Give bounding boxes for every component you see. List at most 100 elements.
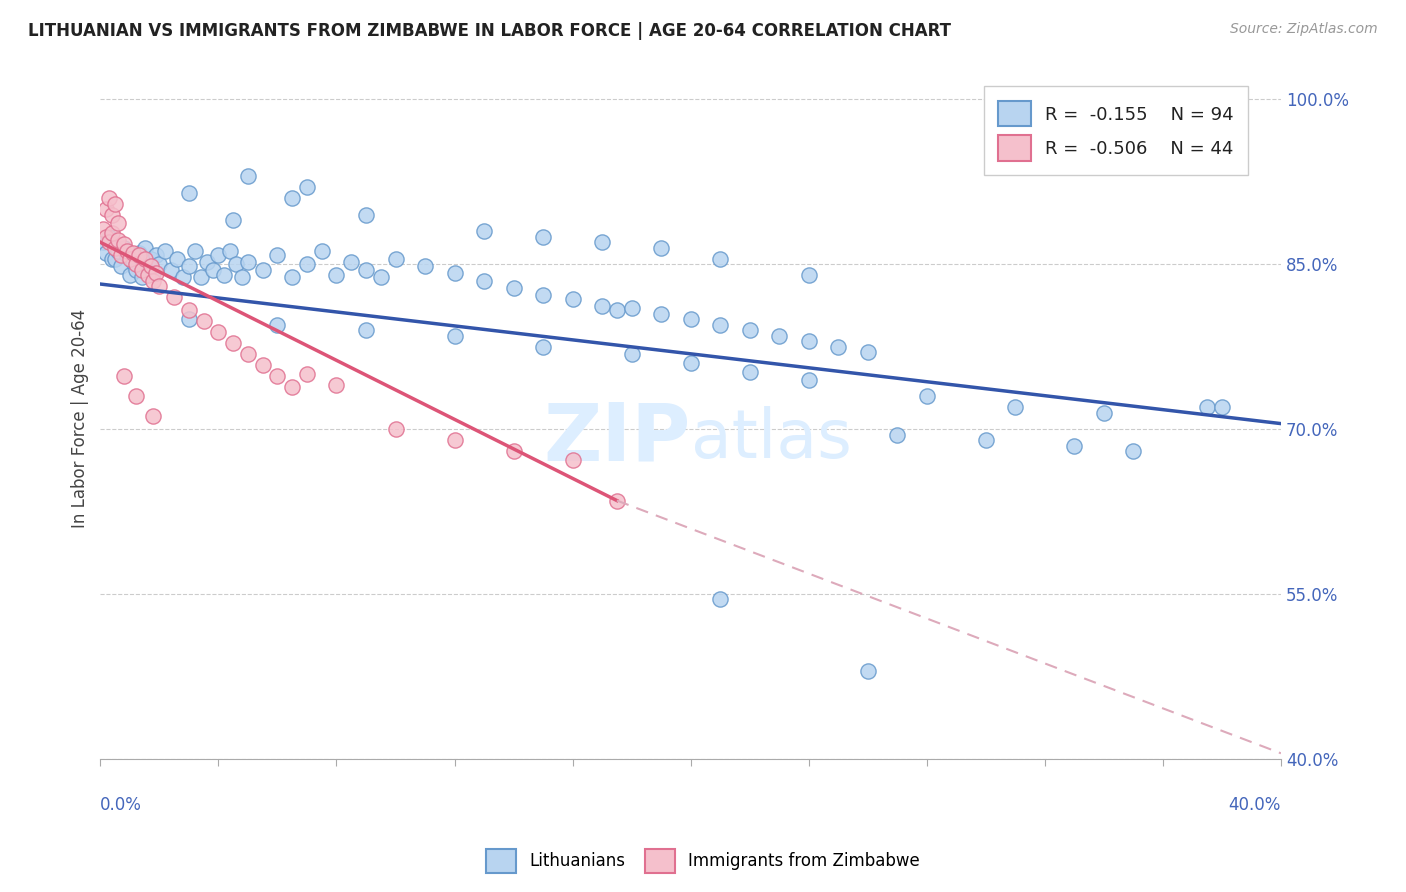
Point [606,493,628,508]
Point [136,260,159,274]
Point [354,323,377,337]
Point [295,367,318,381]
Point [134,252,156,266]
Point [225,257,247,271]
Point [110,248,132,262]
Point [148,257,170,271]
Point [190,270,212,285]
Point [195,255,218,269]
Point [115,244,138,258]
Point [679,356,702,370]
Point [650,241,672,255]
Legend: Lithuanians, Immigrants from Zimbabwe: Lithuanians, Immigrants from Zimbabwe [479,842,927,880]
Point [561,453,583,467]
Point [709,318,731,332]
Point [443,433,465,447]
Point [163,290,186,304]
Point [193,314,215,328]
Point [236,347,259,361]
Point [1063,439,1085,453]
Point [443,328,465,343]
Point [96,229,118,244]
Point [1122,444,1144,458]
Point [142,274,165,288]
Point [295,257,318,271]
Point [236,169,259,184]
Point [145,248,167,262]
Point [252,359,274,373]
Point [606,303,628,318]
Point [96,202,118,217]
Point [827,340,849,354]
Point [207,326,229,340]
Point [856,664,879,678]
Point [561,293,583,307]
Point [177,303,200,318]
Point [325,268,347,283]
Point [91,222,114,236]
Point [110,260,132,274]
Point [145,266,167,280]
Point [107,215,129,229]
Point [219,244,242,258]
Point [1211,400,1233,414]
Point [354,262,377,277]
Point [115,248,138,262]
Point [125,262,148,277]
Y-axis label: In Labor Force | Age 20-64: In Labor Force | Age 20-64 [72,309,89,528]
Point [112,369,135,384]
Point [281,380,304,394]
Text: atlas: atlas [690,406,852,472]
Legend: R =  -0.155    N = 94, R =  -0.506    N = 44: R = -0.155 N = 94, R = -0.506 N = 44 [984,87,1249,176]
Point [370,270,392,285]
Point [222,336,245,351]
Point [266,248,288,262]
Point [160,262,183,277]
Point [620,347,643,361]
Point [142,409,165,423]
Point [142,266,165,280]
Point [139,252,162,266]
Point [91,235,114,250]
Point [101,252,124,266]
Point [104,252,127,266]
Point [101,227,124,241]
Point [207,248,229,262]
Point [886,427,908,442]
Point [214,268,236,283]
Point [738,365,761,379]
Point [118,268,141,283]
Point [121,255,143,269]
Point [502,444,524,458]
Point [384,422,406,436]
Point [384,252,406,266]
Point [413,260,436,274]
Point [118,252,141,266]
Point [709,592,731,607]
Point [107,233,129,247]
Point [125,389,148,403]
Point [531,229,554,244]
Point [797,268,820,283]
Point [236,255,259,269]
Text: LITHUANIAN VS IMMIGRANTS FROM ZIMBABWE IN LABOR FORCE | AGE 20-64 CORRELATION CH: LITHUANIAN VS IMMIGRANTS FROM ZIMBABWE I… [28,22,950,40]
Point [679,312,702,326]
Point [177,312,200,326]
Point [201,262,224,277]
Point [531,340,554,354]
Point [797,334,820,348]
Point [443,266,465,280]
Point [112,241,135,255]
Point [222,213,245,227]
Point [502,281,524,295]
Point [311,244,333,258]
Point [148,279,170,293]
Point [252,262,274,277]
Point [136,268,159,283]
Point [856,345,879,359]
Point [98,235,121,250]
Point [738,323,761,337]
Point [134,241,156,255]
Point [266,369,288,384]
Point [128,246,150,260]
